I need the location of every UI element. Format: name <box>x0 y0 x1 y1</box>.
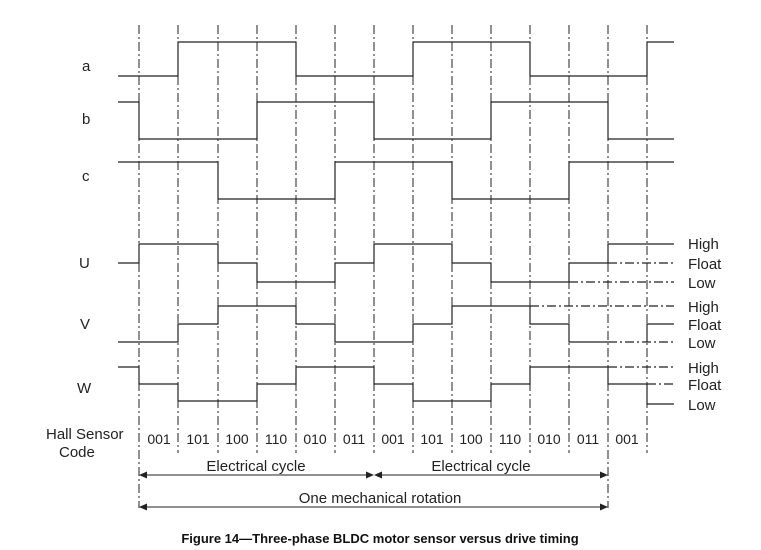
waveform-w <box>118 366 674 405</box>
level-label-w-low: Low <box>688 397 716 414</box>
waveform-v <box>118 305 530 343</box>
hall-code: 001 <box>147 431 171 447</box>
hall-code: 010 <box>303 431 327 447</box>
drive-waveforms <box>118 243 674 405</box>
level-label-w-high: High <box>688 360 719 377</box>
level-label-v-high: High <box>688 299 719 316</box>
hall-code: 101 <box>420 431 444 447</box>
arrowhead <box>139 471 147 479</box>
level-labels: High Float Low High Float Low High Float… <box>688 236 722 414</box>
hall-code: 001 <box>615 431 639 447</box>
level-label-v-float: Float <box>688 317 722 334</box>
electrical-cycle-markers: Electrical cycle Electrical cycle <box>139 458 608 479</box>
hall-code: 010 <box>537 431 561 447</box>
waveform-b <box>118 101 674 140</box>
level-label-u-high: High <box>688 236 719 253</box>
hall-code: 110 <box>499 431 522 447</box>
hall-code: 011 <box>343 431 366 447</box>
hall-sensor-label: Hall Sensor <box>46 426 124 443</box>
waveform-u <box>118 243 674 283</box>
mechanical-rotation-marker: One mechanical rotation <box>139 490 608 511</box>
hall-code-row: Hall Sensor Code 001 101 100 110 010 011… <box>46 426 639 461</box>
signal-label-v: V <box>80 316 90 333</box>
signal-label-b: b <box>82 111 90 128</box>
arrowhead <box>600 503 608 511</box>
arrowhead <box>374 471 382 479</box>
hall-code: 100 <box>459 431 483 447</box>
signal-label-c: c <box>82 168 90 185</box>
hall-code-label: Code <box>59 444 95 461</box>
electrical-cycle-label-1: Electrical cycle <box>206 458 305 475</box>
arrowhead <box>600 471 608 479</box>
figure-caption: Figure 14—Three-phase BLDC motor sensor … <box>181 531 578 546</box>
level-label-u-low: Low <box>688 275 716 292</box>
level-label-w-float: Float <box>688 377 722 394</box>
electrical-cycle-label-2: Electrical cycle <box>431 458 530 475</box>
waveform-v-float-tail <box>646 323 674 342</box>
level-label-u-float: Float <box>688 256 722 273</box>
arrowhead <box>366 471 374 479</box>
signal-labels: a b c U V W <box>77 58 92 397</box>
hall-code: 001 <box>381 431 405 447</box>
waveform-a <box>118 41 674 77</box>
signal-label-w: W <box>77 380 92 397</box>
waveform-c <box>118 161 674 200</box>
hall-code: 011 <box>577 431 600 447</box>
signal-label-u: U <box>79 255 90 272</box>
arrowhead <box>139 503 147 511</box>
hall-code: 100 <box>225 431 249 447</box>
mechanical-rotation-label: One mechanical rotation <box>299 490 462 507</box>
hall-waveforms <box>118 41 674 200</box>
hall-code: 110 <box>265 431 288 447</box>
hall-code: 101 <box>186 431 210 447</box>
signal-label-a: a <box>82 58 91 75</box>
waveform-v-end <box>529 306 608 343</box>
level-label-v-low: Low <box>688 335 716 352</box>
